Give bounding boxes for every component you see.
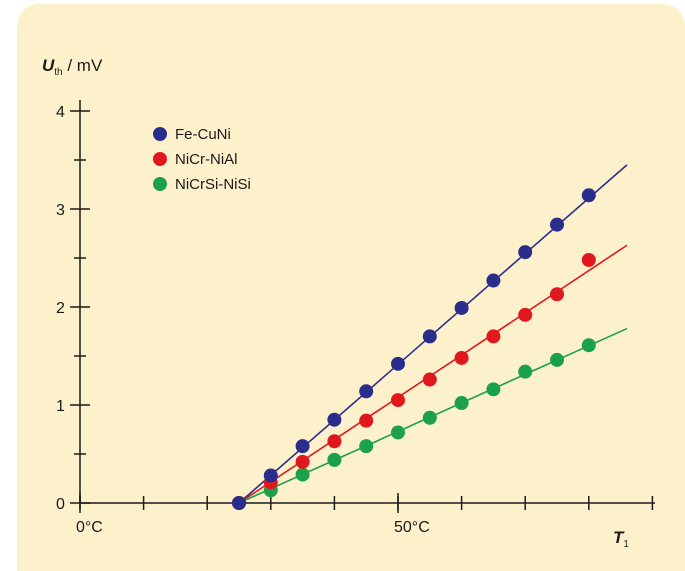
data-point-nicr-nial xyxy=(295,454,310,469)
y-tick-label: 4 xyxy=(56,104,65,121)
data-point-nicrsi-nisi xyxy=(359,439,374,454)
data-point-nicrsi-nisi xyxy=(391,425,405,440)
data-point-fe-cuni xyxy=(550,217,564,232)
legend: Fe-CuNi NiCr-NiAl NiCrSi-NiSi xyxy=(153,126,251,193)
y-tick-label: 2 xyxy=(56,300,65,317)
data-point-nicr-nial xyxy=(359,413,374,428)
y-axis-label: Uth / mV xyxy=(42,56,103,78)
data-point-nicr-nial xyxy=(327,434,342,449)
data-point-nicr-nial xyxy=(391,393,405,408)
data-point-nicrsi-nisi xyxy=(454,396,469,411)
data-point-fe-cuni xyxy=(232,496,246,510)
x-tick-label: 50°C xyxy=(394,519,430,536)
legend-label: NiCrSi-NiSi xyxy=(175,176,251,193)
data-point-fe-cuni xyxy=(295,439,310,454)
data-point-fe-cuni xyxy=(263,468,278,483)
data-point-nicr-nial xyxy=(581,252,596,267)
y-tick-label: 1 xyxy=(56,398,65,415)
data-point-nicrsi-nisi xyxy=(422,410,437,425)
data-point-fe-cuni xyxy=(518,245,533,260)
legend-label: Fe-CuNi xyxy=(175,126,231,143)
x-axis-label: T1 xyxy=(613,528,629,550)
data-point-nicrsi-nisi xyxy=(327,452,342,467)
legend-marker xyxy=(153,152,167,166)
data-point-fe-cuni xyxy=(327,412,342,427)
data-point-fe-cuni xyxy=(391,356,405,371)
data-points xyxy=(232,188,596,510)
y-tick-label: 3 xyxy=(56,202,65,219)
data-point-fe-cuni xyxy=(486,273,501,288)
legend-marker xyxy=(153,127,167,141)
data-point-fe-cuni xyxy=(359,384,374,399)
data-point-nicr-nial xyxy=(518,307,533,322)
legend-label: NiCr-NiAl xyxy=(175,151,238,168)
data-point-nicrsi-nisi xyxy=(518,364,533,379)
axes: 0°C 50°C 0 1 2 3 4 xyxy=(56,100,655,536)
data-point-nicr-nial xyxy=(550,287,564,302)
data-point-fe-cuni xyxy=(454,300,469,315)
data-point-nicr-nial xyxy=(454,350,469,365)
data-point-fe-cuni xyxy=(422,329,437,344)
data-point-nicr-nial xyxy=(486,329,501,344)
y-tick-label: 0 xyxy=(56,496,65,513)
chart-panel xyxy=(17,4,685,571)
data-point-nicr-nial xyxy=(422,372,437,387)
x-tick-label: 0°C xyxy=(76,519,103,536)
data-point-nicrsi-nisi xyxy=(295,467,310,482)
legend-marker xyxy=(153,177,167,191)
data-point-nicrsi-nisi xyxy=(486,382,501,397)
data-point-fe-cuni xyxy=(581,188,596,203)
data-point-nicrsi-nisi xyxy=(581,338,596,353)
data-point-nicrsi-nisi xyxy=(550,352,564,367)
